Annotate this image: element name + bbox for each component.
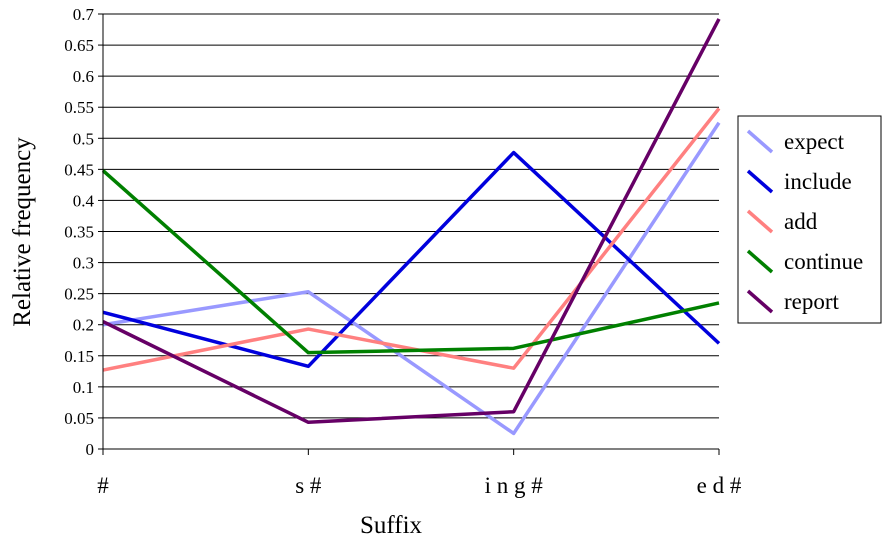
legend-swatch-add — [746, 209, 774, 234]
legend-swatch-continue — [746, 249, 774, 274]
x-axis-title: Suffix — [360, 512, 423, 537]
y-tick-label: 0.1 — [73, 378, 94, 397]
legend-label-report: report — [784, 289, 840, 314]
legend-swatch-report — [746, 289, 774, 314]
series-line-include — [102, 150, 721, 369]
series-line-add — [102, 107, 721, 372]
legend-swatch-expect — [746, 129, 774, 154]
y-tick-label: 0.35 — [64, 223, 94, 242]
y-tick-label: 0.25 — [64, 285, 94, 304]
legend-box — [737, 115, 882, 324]
y-tick-label: 0.45 — [64, 160, 94, 179]
y-tick-label: 0.4 — [73, 191, 95, 210]
legend-label-include: include — [784, 169, 852, 194]
y-tick-label: 0.15 — [64, 347, 94, 366]
legend-label-expect: expect — [784, 129, 845, 154]
y-tick-label: 0.7 — [73, 5, 95, 24]
gridlines — [98, 13, 719, 450]
x-tick-label: i n g # — [485, 473, 544, 498]
series-lines — [101, 18, 721, 436]
y-tick-label: 0.6 — [73, 67, 94, 86]
y-tick-label: 0.2 — [73, 316, 94, 335]
legend-swatch-include — [746, 169, 774, 194]
legend: expect include add continue report — [737, 115, 882, 324]
legend-label-continue: continue — [784, 249, 863, 274]
y-tick-label: 0.5 — [73, 129, 94, 148]
y-tick-labels: 0 0.05 0.1 0.15 0.2 0.25 0.3 0.35 0.4 0.45 0.5 0.55… — [64, 5, 94, 459]
series-line-expect — [102, 121, 721, 436]
x-tick-label: s # — [295, 473, 322, 498]
x-tick-label: # — [97, 473, 109, 498]
x-tick-label: e d # — [697, 473, 742, 498]
y-axis-title: Relative frequency — [9, 137, 36, 327]
legend-label-add: add — [784, 209, 818, 234]
series-line-continue — [101, 169, 720, 355]
axes — [102, 14, 720, 455]
y-tick-label: 0.05 — [64, 409, 94, 428]
series-line-report — [102, 18, 721, 425]
x-tick-labels: # s # i n g # e d # — [97, 473, 742, 498]
y-tick-label: 0.65 — [64, 36, 94, 55]
y-tick-label: 0.3 — [73, 254, 94, 273]
y-tick-label: 0 — [86, 440, 95, 459]
y-tick-label: 0.55 — [64, 98, 94, 117]
